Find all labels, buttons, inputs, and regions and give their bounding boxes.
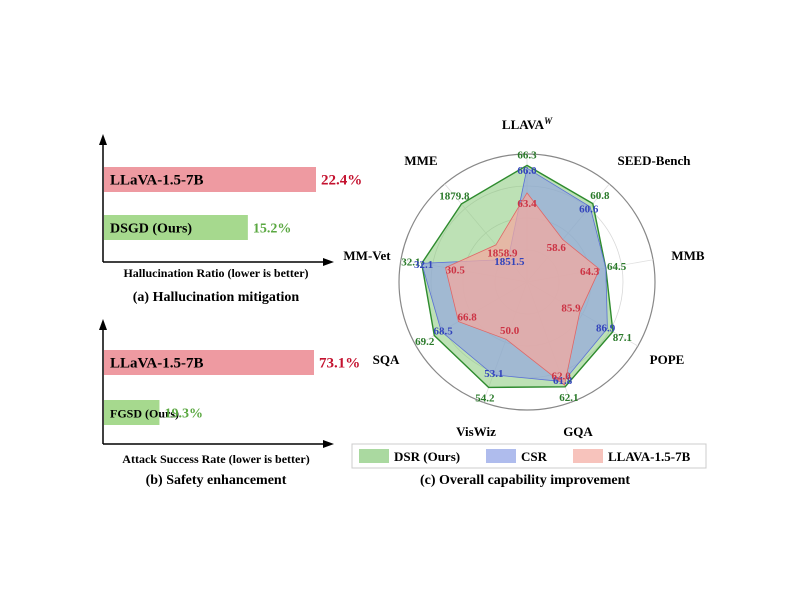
radar-axis-label-7: MM-Vet bbox=[343, 248, 391, 263]
legend-swatch-csr bbox=[486, 449, 516, 463]
panel-c-caption: (c) Overall capability improvement bbox=[420, 473, 630, 488]
panel-a-bar-0 bbox=[104, 167, 316, 192]
radar-value-label-1-3: 86.9 bbox=[596, 322, 616, 334]
panel-a-value-label-0: 22.4% bbox=[321, 173, 362, 189]
radar-value-label-1-5: 53.1 bbox=[484, 368, 503, 380]
panel-b-x-arrow bbox=[323, 440, 334, 448]
radar-value-label-2-2: 64.3 bbox=[580, 266, 600, 278]
panel-b-bar-label-1: FGSD (Ours) bbox=[110, 407, 179, 421]
radar-axis-label-3: POPE bbox=[650, 352, 685, 367]
panel-a: LLaVA-1.5-7B 22.4% DSGD (Ours) 15.2% Halluc… bbox=[99, 134, 362, 305]
radar-value-label-0-3: 87.1 bbox=[613, 332, 632, 344]
panel-b-value-label-1: 19.3% bbox=[164, 407, 203, 422]
panel-b-bar-1 bbox=[104, 400, 160, 425]
radar-value-label-1-1: 60.6 bbox=[579, 203, 599, 215]
radar-value-label-0-6: 69.2 bbox=[415, 336, 435, 348]
panel-b-bars: LLaVA-1.5-7B 73.1% FGSD (Ours)19.3% bbox=[104, 350, 360, 425]
panel-a-bars: LLaVA-1.5-7B 22.4% DSGD (Ours) 15.2% bbox=[104, 167, 362, 240]
legend-label-dsr: DSR (Ours) bbox=[394, 449, 460, 464]
panel-a-caption: (a) Hallucination mitigation bbox=[133, 290, 300, 305]
radar-value-label-2-6: 66.8 bbox=[458, 312, 478, 324]
radar-value-label-2-1: 58.6 bbox=[547, 242, 567, 254]
radar-value-label-2-0: 63.4 bbox=[517, 198, 537, 210]
panel-b-bar-0 bbox=[104, 350, 314, 375]
panel-b-bar-label-0: LLaVA-1.5-7B bbox=[110, 356, 204, 372]
legend-label-csr: CSR bbox=[521, 449, 548, 464]
panel-b-value-label-0: 73.1% bbox=[319, 356, 360, 372]
panel-a-y-arrow bbox=[99, 134, 107, 145]
radar-value-label-0-0: 66.3 bbox=[517, 149, 537, 161]
radar-value-label-1-0: 66.0 bbox=[517, 165, 537, 177]
radar-value-label-2-3: 85.9 bbox=[561, 302, 581, 314]
radar-value-label-0-4: 62.1 bbox=[559, 392, 578, 404]
panel-a-bar-1 bbox=[104, 215, 248, 240]
radar-axis-label-2: MMB bbox=[671, 248, 705, 263]
panel-c-legend: DSR (Ours) CSR LLAVA-1.5-7B bbox=[351, 443, 707, 469]
radar-axis-label-5: VisWiz bbox=[456, 424, 496, 439]
radar-value-label-2-5: 50.0 bbox=[500, 325, 520, 337]
radar-value-label-1-8: 1851.5 bbox=[494, 256, 525, 268]
legend-label-llava: LLAVA-1.5-7B bbox=[608, 449, 691, 464]
legend-swatch-dsr bbox=[359, 449, 389, 463]
panel-b: LLaVA-1.5-7B 73.1% FGSD (Ours)19.3% Attack… bbox=[99, 319, 360, 488]
radar-value-label-2-8: 1858.9 bbox=[487, 248, 518, 260]
radar-value-label-0-8: 1879.8 bbox=[439, 191, 470, 203]
radar-value-label-2-4: 62.0 bbox=[551, 371, 571, 383]
radar-value-label-1-6: 68.5 bbox=[433, 325, 453, 337]
radar-value-label-0-7: 32.1 bbox=[401, 257, 420, 269]
panel-a-xlabel: Hallucination Ratio (lower is better) bbox=[123, 266, 308, 280]
radar-value-label-2-7: 30.5 bbox=[446, 264, 466, 276]
radar-value-label-0-1: 60.8 bbox=[590, 190, 610, 202]
radar-axis-label-superscript: W bbox=[544, 116, 553, 126]
panel-b-xlabel: Attack Success Rate (lower is better) bbox=[122, 452, 309, 466]
radar-value-label-1-4: 61.8 bbox=[553, 375, 573, 387]
radar-axis-label-6: SQA bbox=[373, 352, 400, 367]
panel-b-caption: (b) Safety enhancement bbox=[146, 473, 287, 488]
radar-axis-label-1: SEED-Bench bbox=[618, 153, 692, 168]
panel-c-radar: 66.3 60.8 64.5 87.1 62.1 54.2 69.2 32.1 1879.8 66… bbox=[343, 116, 705, 439]
panel-a-x-arrow bbox=[323, 258, 334, 266]
panel-b-y-arrow bbox=[99, 319, 107, 330]
radar-axis-label-4: GQA bbox=[563, 424, 593, 439]
radar-axis-label-8: MME bbox=[404, 153, 437, 168]
legend-frame bbox=[351, 443, 707, 469]
radar-series-2 bbox=[444, 192, 600, 386]
radar-axis-label-0: LLAVAW bbox=[502, 116, 553, 132]
panel-a-bar-label-0: LLaVA-1.5-7B bbox=[110, 173, 204, 189]
radar-value-label-1-7: 32.1 bbox=[414, 259, 433, 271]
radar-value-label-0-2: 64.5 bbox=[607, 261, 627, 273]
radar-value-label-0-5: 54.2 bbox=[475, 393, 495, 405]
panel-a-bar-label-1: DSGD (Ours) bbox=[110, 222, 192, 237]
panel-a-value-label-1: 15.2% bbox=[253, 222, 292, 237]
legend-swatch-llava bbox=[573, 449, 603, 463]
